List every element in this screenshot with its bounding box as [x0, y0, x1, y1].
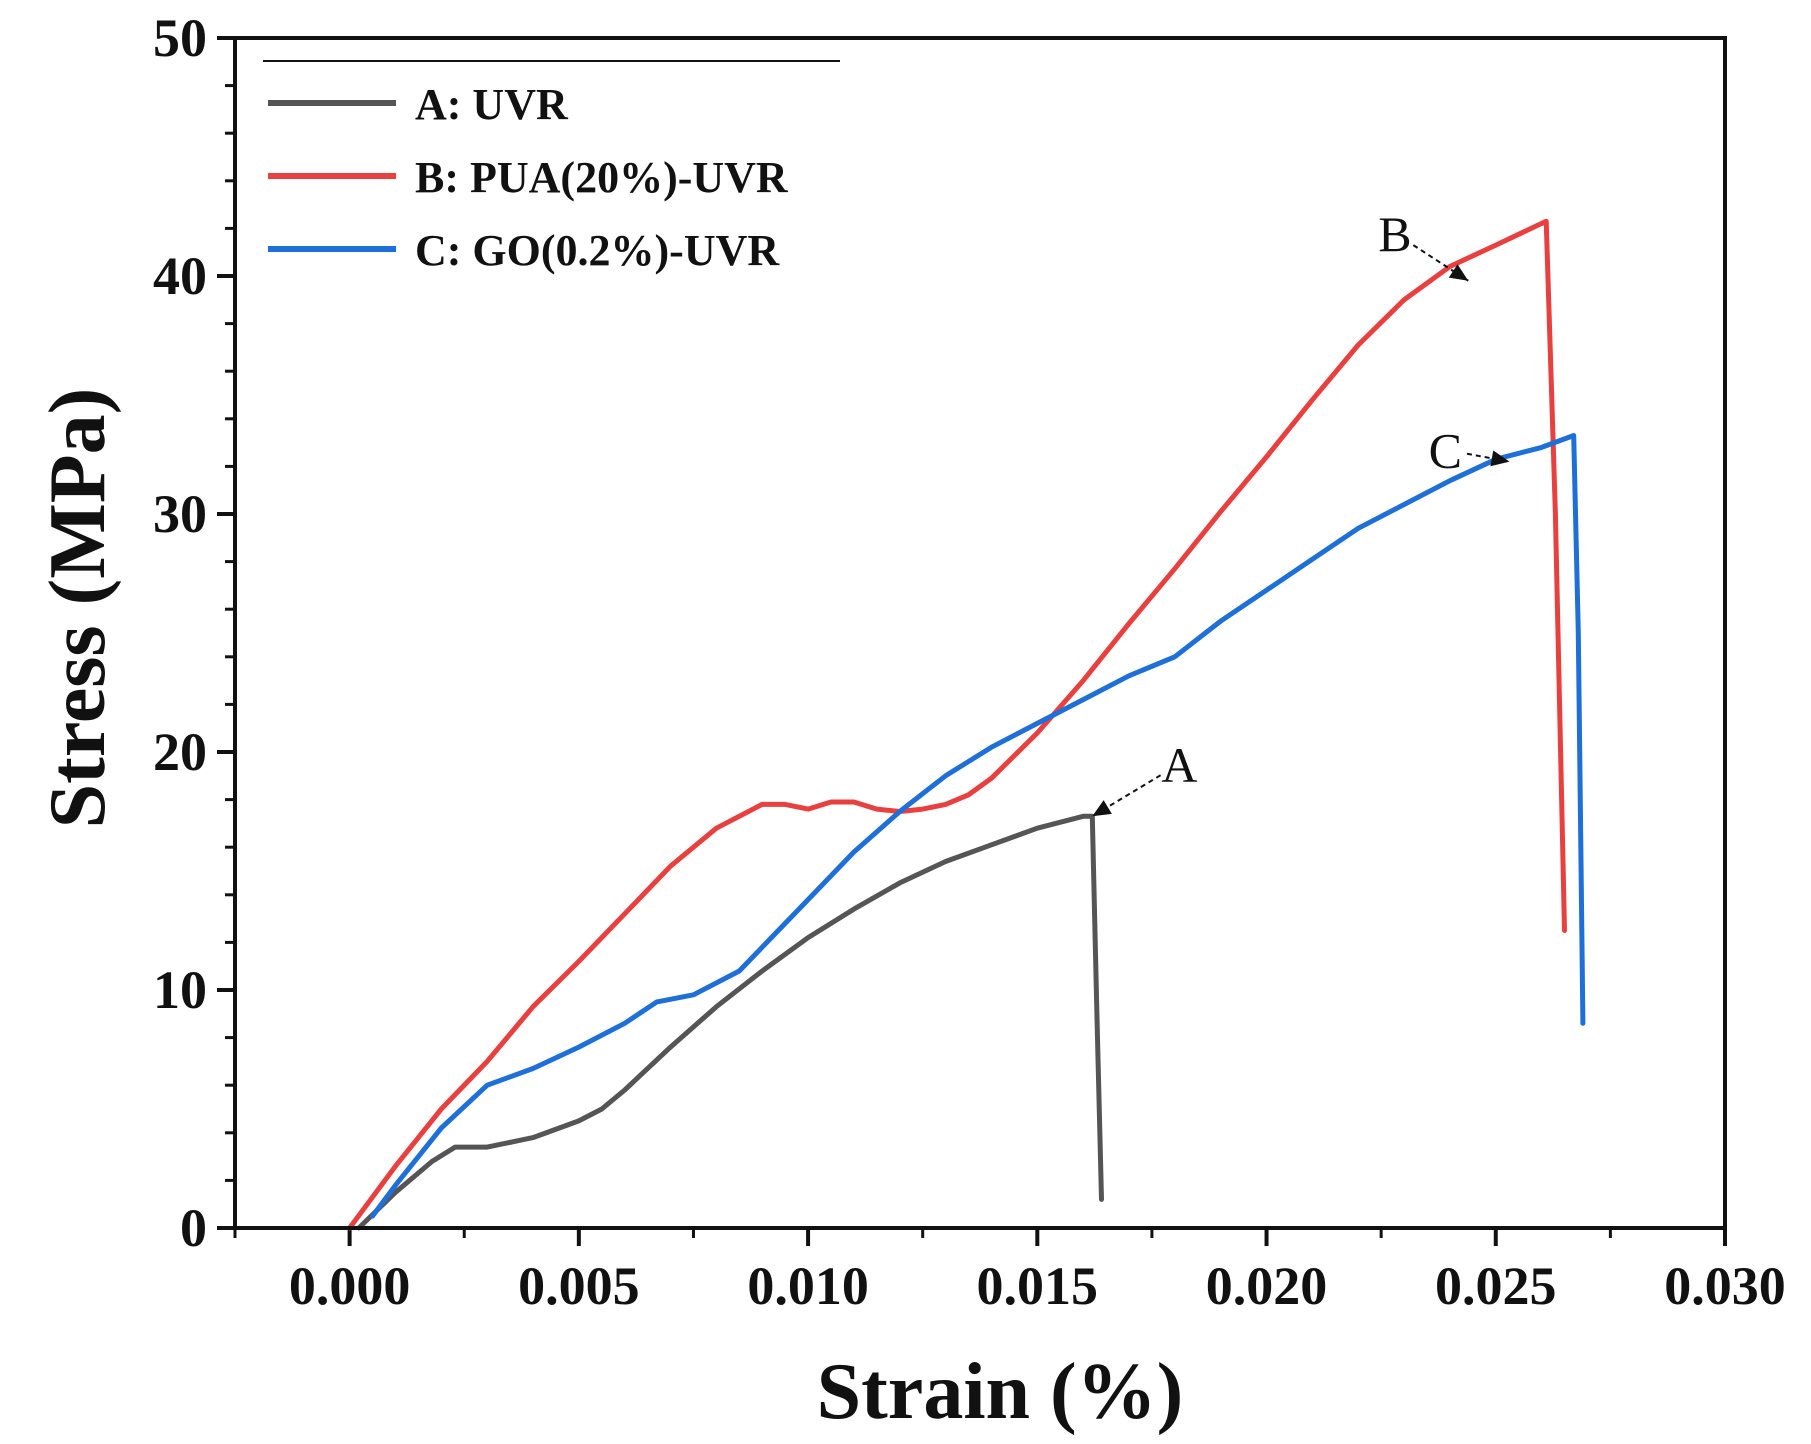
y-tick-label: 0 — [180, 1198, 207, 1258]
annotation-layer: A B C — [1091, 206, 1510, 818]
annotation-arrowhead — [1448, 264, 1469, 281]
y-tick-label: 20 — [153, 722, 207, 782]
x-tick-label: 0.030 — [1664, 1256, 1786, 1316]
x-tick-label: 0.025 — [1435, 1256, 1557, 1316]
y-axis-title: Stress (MPa) — [34, 388, 122, 829]
x-tick-label: 0.020 — [1206, 1256, 1328, 1316]
series-b-pua-uvr — [347, 218, 1567, 1231]
x-tick-label: 0.010 — [747, 1256, 869, 1316]
series-layer — [347, 218, 1586, 1231]
x-axis-title: Strain (%) — [817, 1348, 1184, 1436]
axes: 0.000 0.005 0.010 0.015 0.020 0.025 0.030 0 10 20… — [153, 8, 1786, 1316]
x-tick-label: 0.005 — [518, 1256, 640, 1316]
annotation-arrowhead — [1092, 800, 1112, 817]
annotation-label-a: A — [1161, 737, 1197, 793]
series-c-go-uvr — [370, 433, 1586, 1219]
annotation-label-c: C — [1429, 423, 1462, 479]
y-tick-label: 10 — [153, 960, 207, 1020]
legend-label-b: B: PUA(20%)-UVR — [415, 153, 789, 202]
annotation-arrowhead — [1490, 450, 1510, 467]
legend-label-c: C: GO(0.2%)-UVR — [415, 226, 780, 275]
legend-label-a: A: UVR — [415, 80, 569, 129]
x-tick-label: 0.015 — [977, 1256, 1099, 1316]
x-tick-label: 0.000 — [289, 1256, 411, 1316]
y-tick-label: 40 — [153, 246, 207, 306]
y-tick-label: 30 — [153, 484, 207, 544]
series-a-uvr — [356, 813, 1104, 1231]
annotation-label-b: B — [1378, 206, 1411, 262]
legend: A: UVR B: PUA(20%)-UVR C: GO(0.2%)-UVR — [263, 60, 840, 275]
y-tick-label: 50 — [153, 8, 207, 68]
plot-frame — [233, 36, 1727, 1230]
